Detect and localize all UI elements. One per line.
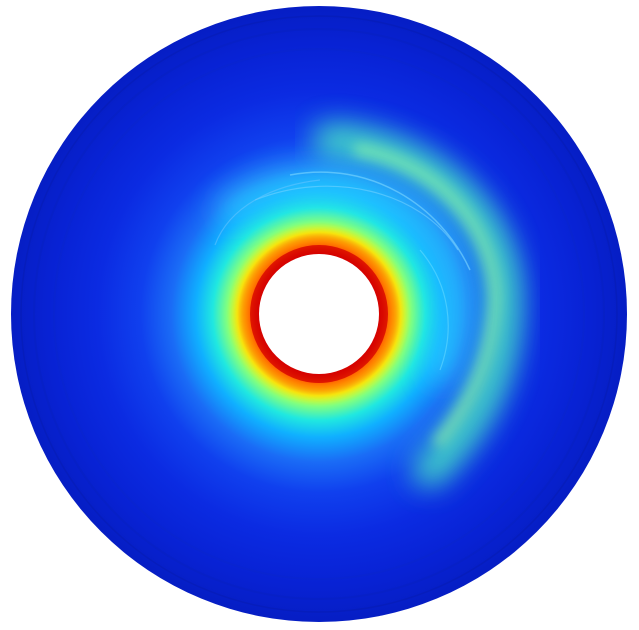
- inner-rim: [250, 245, 388, 383]
- streak-2: [254, 185, 459, 251]
- inner-rim-glow: [241, 236, 397, 392]
- outer-ring-3: [20, 15, 618, 613]
- spiral-arm-inner: [217, 170, 470, 383]
- streak-1: [289, 171, 471, 271]
- outer-ring-1: [53, 48, 585, 580]
- streak-4: [419, 249, 449, 371]
- outer-ring-2: [33, 28, 605, 600]
- spiral-arm-outer-core: [353, 143, 503, 447]
- streak-3: [214, 179, 321, 246]
- central-hole: [259, 254, 379, 374]
